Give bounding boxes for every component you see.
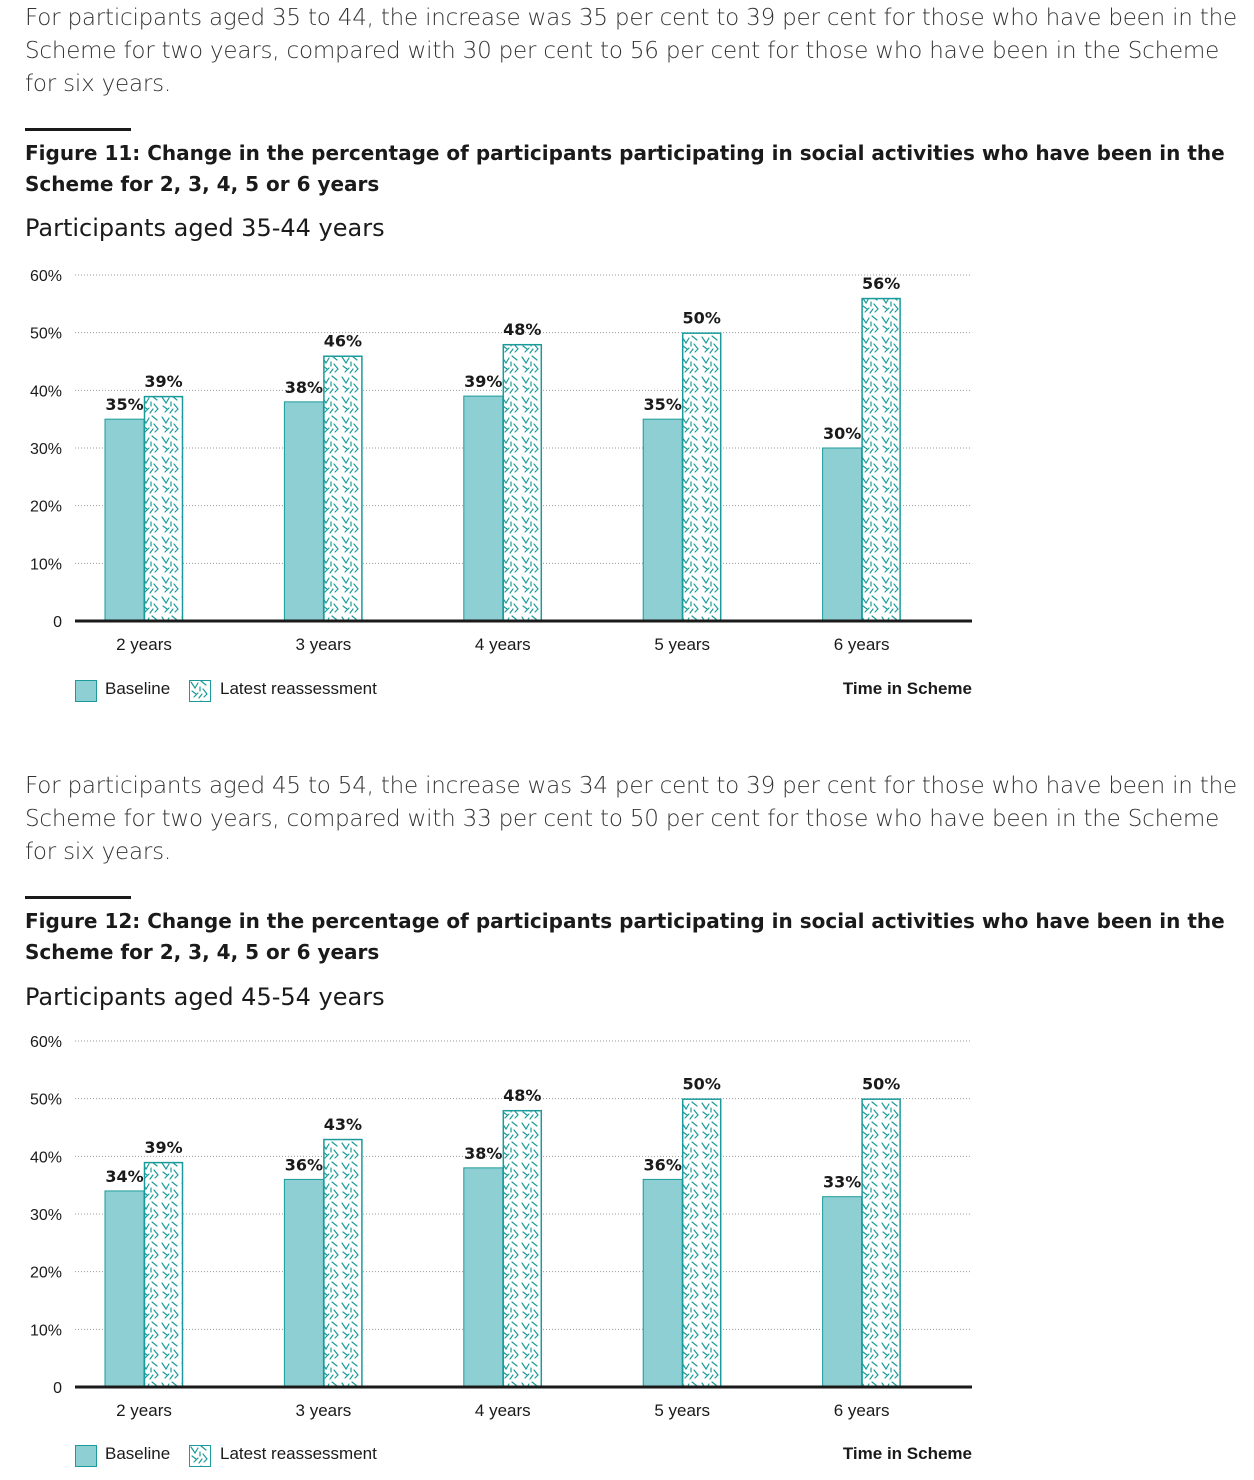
y-tick-label: 10%	[30, 556, 62, 573]
data-label: 38%	[285, 378, 323, 397]
bar-latest-reassessment	[861, 1098, 901, 1388]
x-tick-label: 2 years	[116, 635, 172, 654]
data-label: 30%	[823, 424, 861, 443]
bar-baseline	[642, 418, 683, 622]
figure-11-legend: Baseline Latest reassessment Time in Sch…	[75, 678, 972, 706]
x-tick-label: 4 years	[475, 635, 531, 654]
data-label: 36%	[285, 1155, 323, 1174]
figure-11-subtitle: Participants aged 35-44 years	[25, 214, 385, 242]
y-tick-label: 60%	[30, 1034, 62, 1051]
data-label: 33%	[823, 1173, 861, 1192]
data-label: 48%	[503, 1086, 541, 1105]
bar-latest-reassessment	[143, 1161, 184, 1388]
bar-baseline	[463, 1167, 504, 1388]
bar-latest-reassessment	[681, 1098, 722, 1388]
figure-11-title: Figure 11: Change in the percentage of p…	[25, 141, 1225, 196]
figure-11-rule	[25, 128, 131, 131]
data-label: 46%	[324, 332, 362, 351]
y-tick-label: 30%	[30, 441, 62, 458]
x-tick-label: 3 years	[296, 1401, 352, 1420]
data-label: 50%	[683, 309, 721, 328]
x-tick-label: 5 years	[654, 635, 710, 654]
legend-label-latest: Latest reassessment	[220, 679, 377, 698]
legend-label-latest: Latest reassessment	[220, 1444, 377, 1463]
data-label: 35%	[105, 395, 143, 414]
data-label: 39%	[144, 1138, 182, 1157]
y-tick-label: 20%	[30, 499, 62, 516]
intro-paragraph-45-54: For participants aged 45 to 54, the incr…	[25, 773, 1237, 865]
x-tick-label: 6 years	[834, 635, 890, 654]
bar-baseline	[283, 401, 324, 622]
y-tick-label: 0	[53, 1380, 62, 1397]
legend-swatch-latest	[189, 1445, 211, 1467]
bar-baseline	[822, 447, 863, 622]
y-tick-label: 60%	[30, 268, 62, 285]
bar-latest-reassessment	[323, 355, 363, 622]
bar-baseline	[642, 1178, 683, 1388]
data-label: 39%	[464, 372, 502, 391]
bar-latest-reassessment	[681, 332, 722, 622]
bar-baseline	[104, 418, 145, 622]
data-label: 50%	[862, 1075, 900, 1094]
bar-baseline	[283, 1178, 324, 1388]
bar-latest-reassessment	[861, 297, 901, 622]
data-label: 36%	[644, 1155, 682, 1174]
legend-swatch-latest	[189, 680, 211, 702]
bar-baseline	[822, 1196, 863, 1388]
legend-swatch-baseline	[75, 1445, 97, 1467]
bar-latest-reassessment	[502, 1109, 543, 1388]
x-tick-label: 6 years	[834, 1401, 890, 1420]
bar-baseline	[104, 1190, 145, 1388]
y-tick-label: 50%	[30, 326, 62, 343]
x-tick-label: 5 years	[654, 1401, 710, 1420]
bar-latest-reassessment	[323, 1138, 363, 1388]
data-label: 43%	[324, 1115, 362, 1134]
data-label: 48%	[503, 320, 541, 339]
y-tick-label: 20%	[30, 1265, 62, 1282]
data-label: 38%	[464, 1144, 502, 1163]
figure-12-rule	[25, 896, 131, 899]
x-axis-title: Time in Scheme	[842, 679, 972, 698]
bar-latest-reassessment	[502, 343, 543, 622]
y-tick-label: 50%	[30, 1092, 62, 1109]
data-label: 39%	[144, 372, 182, 391]
y-tick-label: 40%	[30, 383, 62, 400]
figure-12-subtitle: Participants aged 45-54 years	[25, 983, 385, 1011]
figure-12-title: Figure 12: Change in the percentage of p…	[25, 909, 1225, 964]
bar-latest-reassessment	[143, 395, 184, 622]
legend-label-baseline: Baseline	[105, 679, 171, 698]
data-label: 34%	[105, 1167, 143, 1186]
x-tick-label: 3 years	[296, 635, 352, 654]
y-tick-label: 0	[53, 614, 62, 631]
x-tick-label: 2 years	[116, 1401, 172, 1420]
figure-11-chart: 010%20%30%40%50%60%35%39%2 years38%46%3 …	[30, 268, 972, 654]
y-tick-label: 30%	[30, 1207, 62, 1224]
y-tick-label: 10%	[30, 1322, 62, 1339]
legend-swatch-baseline	[75, 680, 97, 702]
data-label: 35%	[644, 395, 682, 414]
data-label: 50%	[683, 1075, 721, 1094]
figure-12-legend: Baseline Latest reassessment Time in Sch…	[75, 1443, 972, 1471]
intro-paragraph-35-44: For participants aged 35 to 44, the incr…	[25, 5, 1237, 97]
figure-12-chart: 0 10% 20% 30% 40% 50% 60% 34%39% 2 years 36% 43% 3 …	[30, 1034, 972, 1420]
legend-label-baseline: Baseline	[105, 1444, 171, 1463]
data-label: 56%	[862, 274, 900, 293]
x-tick-label: 4 years	[475, 1401, 531, 1420]
x-axis-title: Time in Scheme	[842, 1444, 972, 1463]
y-tick-label: 40%	[30, 1149, 62, 1166]
bar-baseline	[463, 395, 504, 622]
